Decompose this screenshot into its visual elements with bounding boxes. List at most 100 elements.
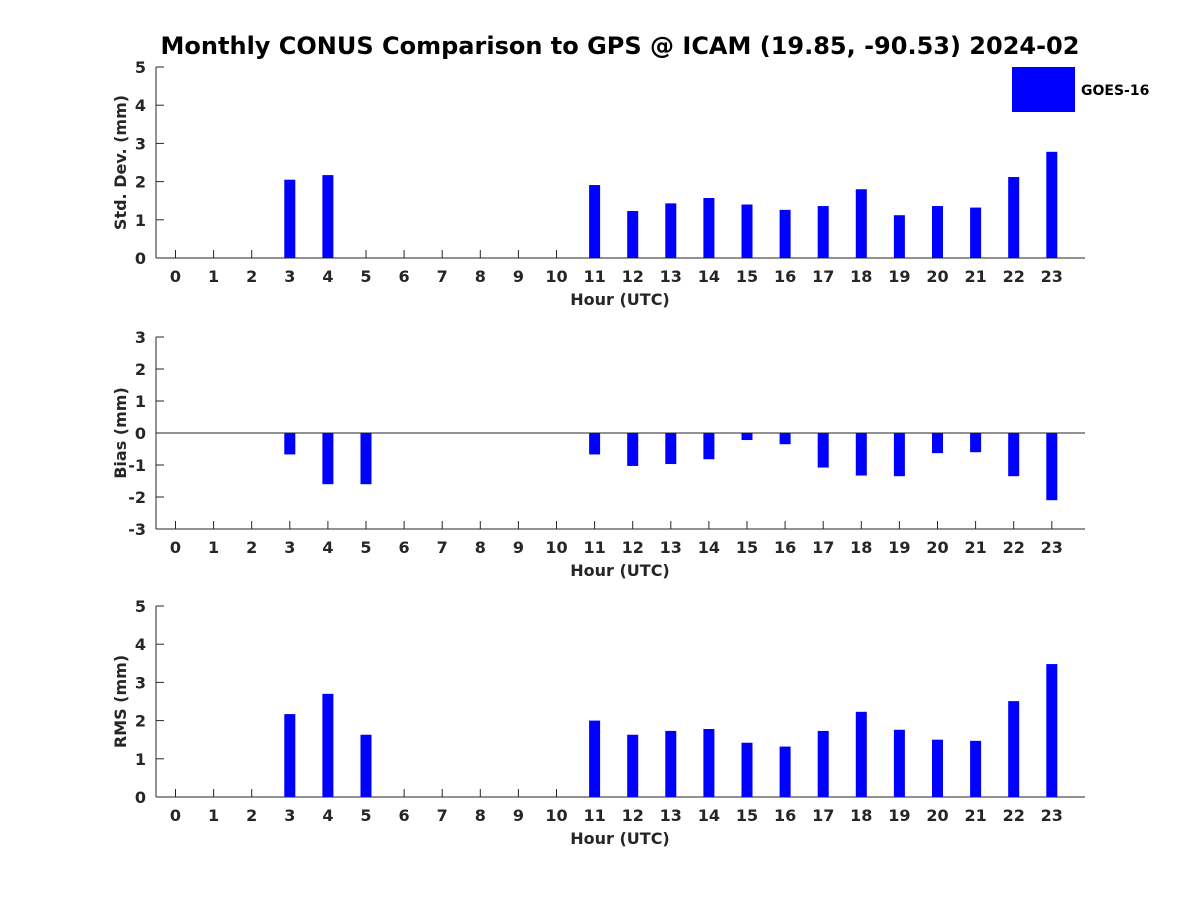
bar-rms-hour-16 xyxy=(779,746,791,797)
x-tick-label: 0 xyxy=(170,806,181,825)
x-tick-label: 20 xyxy=(926,538,948,557)
x-tick-label: 15 xyxy=(736,806,758,825)
x-tick-label: 14 xyxy=(698,538,720,557)
bar-std-dev-hour-18 xyxy=(855,189,867,258)
x-tick-label: 3 xyxy=(284,806,295,825)
bar-bias-hour-12 xyxy=(627,433,639,466)
x-tick-label: 7 xyxy=(437,806,448,825)
y-axis-label: Bias (mm) xyxy=(111,387,130,479)
x-tick-label: 8 xyxy=(475,538,486,557)
x-tick-label: 16 xyxy=(774,806,796,825)
bar-std-dev-hour-22 xyxy=(1008,177,1020,258)
bar-std-dev-hour-23 xyxy=(1046,151,1058,258)
bar-std-dev-hour-4 xyxy=(322,175,334,258)
bar-bias-hour-4 xyxy=(322,433,334,485)
x-tick-label: 11 xyxy=(583,538,605,557)
bar-bias-hour-22 xyxy=(1008,433,1020,477)
bar-bias-hour-14 xyxy=(703,433,715,460)
y-tick-label: 3 xyxy=(135,673,146,692)
x-tick-label: 20 xyxy=(926,806,948,825)
x-tick-label: 19 xyxy=(888,538,910,557)
x-tick-label: 7 xyxy=(437,267,448,286)
x-tick-label: 15 xyxy=(736,267,758,286)
y-tick-label: 3 xyxy=(135,134,146,153)
x-tick-label: 1 xyxy=(208,267,219,286)
y-tick-label: 0 xyxy=(135,788,146,807)
y-tick-label: 1 xyxy=(135,211,146,230)
x-tick-label: 21 xyxy=(964,538,986,557)
x-tick-label: 0 xyxy=(170,267,181,286)
x-tick-label: 2 xyxy=(246,806,257,825)
y-tick-label: 2 xyxy=(135,173,146,192)
y-tick-label: 0 xyxy=(135,249,146,268)
y-tick-label: -3 xyxy=(128,520,146,539)
bar-bias-hour-3 xyxy=(284,433,296,455)
x-tick-label: 13 xyxy=(660,806,682,825)
bar-rms-hour-17 xyxy=(817,730,829,797)
bar-bias-hour-13 xyxy=(665,433,677,465)
x-tick-label: 5 xyxy=(360,538,371,557)
bar-rms-hour-14 xyxy=(703,729,715,797)
x-tick-label: 9 xyxy=(513,538,524,557)
bar-rms-hour-4 xyxy=(322,693,334,797)
x-tick-label: 17 xyxy=(812,267,834,286)
x-tick-label: 5 xyxy=(360,806,371,825)
x-tick-label: 23 xyxy=(1041,267,1063,286)
bar-bias-hour-17 xyxy=(817,433,829,468)
bar-bias-hour-18 xyxy=(855,433,867,476)
x-tick-label: 10 xyxy=(545,806,567,825)
x-tick-label: 4 xyxy=(322,267,333,286)
x-tick-label: 21 xyxy=(964,806,986,825)
x-tick-label: 16 xyxy=(774,538,796,557)
x-axis-label: Hour (UTC) xyxy=(570,829,670,848)
bar-rms-hour-5 xyxy=(360,734,372,797)
bar-rms-hour-15 xyxy=(741,742,753,797)
x-tick-label: 18 xyxy=(850,267,872,286)
x-tick-label: 6 xyxy=(399,538,410,557)
bar-bias-hour-16 xyxy=(779,433,791,445)
x-axis-label: Hour (UTC) xyxy=(570,290,670,309)
bar-bias-hour-11 xyxy=(589,433,601,455)
x-tick-label: 13 xyxy=(660,538,682,557)
x-tick-label: 7 xyxy=(437,538,448,557)
chart-title: Monthly CONUS Comparison to GPS @ ICAM (… xyxy=(161,32,1080,60)
x-tick-label: 4 xyxy=(322,806,333,825)
x-tick-label: 1 xyxy=(208,806,219,825)
x-tick-label: 19 xyxy=(888,267,910,286)
x-tick-label: 13 xyxy=(660,267,682,286)
x-tick-label: 0 xyxy=(170,538,181,557)
bar-rms-hour-12 xyxy=(627,734,639,797)
bar-std-dev-hour-20 xyxy=(932,206,943,258)
bar-rms-hour-11 xyxy=(589,720,601,797)
x-tick-label: 23 xyxy=(1041,538,1063,557)
bar-std-dev-hour-19 xyxy=(893,215,905,258)
y-axis-label: Std. Dev. (mm) xyxy=(111,95,130,230)
x-tick-label: 8 xyxy=(475,267,486,286)
bar-rms-hour-22 xyxy=(1008,701,1020,797)
x-tick-label: 9 xyxy=(513,806,524,825)
x-tick-label: 1 xyxy=(208,538,219,557)
x-tick-label: 12 xyxy=(622,538,644,557)
y-tick-label: 2 xyxy=(135,712,146,731)
y-tick-label: 3 xyxy=(135,328,146,347)
bar-std-dev-hour-12 xyxy=(627,211,639,258)
bar-rms-hour-13 xyxy=(665,730,677,797)
x-tick-label: 11 xyxy=(583,267,605,286)
bar-bias-hour-21 xyxy=(970,433,982,453)
y-tick-label: 4 xyxy=(135,96,146,115)
bar-rms-hour-3 xyxy=(284,714,296,797)
y-tick-label: -2 xyxy=(128,488,146,507)
x-tick-label: 4 xyxy=(322,538,333,557)
y-tick-label: 2 xyxy=(135,360,146,379)
x-tick-label: 22 xyxy=(1003,538,1025,557)
x-tick-label: 14 xyxy=(698,267,720,286)
x-tick-label: 6 xyxy=(399,806,410,825)
y-tick-label: 5 xyxy=(135,597,146,616)
x-tick-label: 19 xyxy=(888,806,910,825)
x-tick-label: 23 xyxy=(1041,806,1063,825)
bar-std-dev-hour-15 xyxy=(741,204,753,258)
bar-bias-hour-20 xyxy=(932,433,943,454)
bar-std-dev-hour-13 xyxy=(665,203,677,258)
